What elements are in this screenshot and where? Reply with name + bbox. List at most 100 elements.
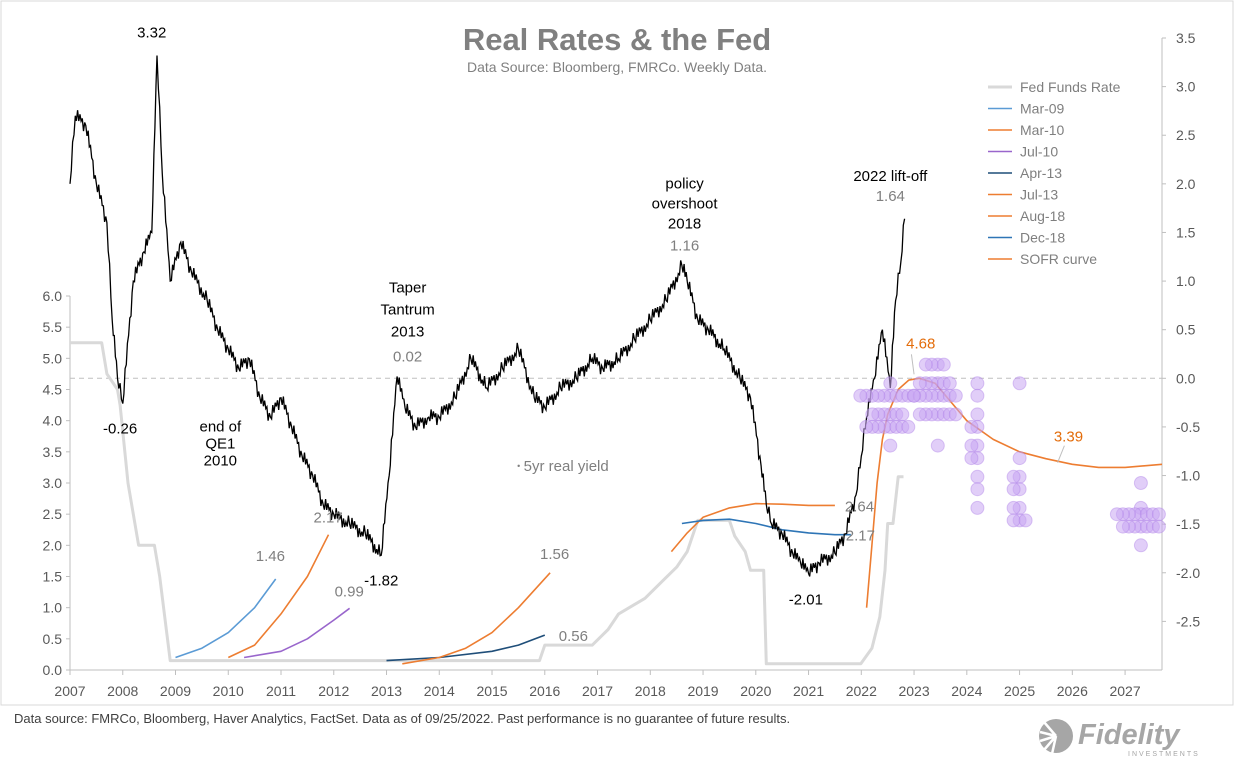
curve-jul-10: [243, 607, 351, 659]
series-label-marker: [517, 464, 520, 468]
left-tick-label: 0.0: [43, 662, 63, 678]
curve-end-label: 2.64: [845, 498, 874, 515]
annotation-series-label: 5yr real yield: [524, 458, 609, 475]
fidelity-logo: Fidelity INVESTMENTS: [1039, 719, 1198, 758]
fomc-dot: [970, 469, 985, 484]
fomc-dot: [964, 438, 979, 453]
x-tick-label: 2010: [213, 683, 244, 699]
curve-mar-09: [175, 578, 277, 659]
fomc-dot: [895, 407, 910, 422]
x-tick-label: 2011: [266, 683, 296, 699]
legend-label: Jul-13: [1020, 187, 1058, 203]
x-tick-label: 2018: [635, 683, 666, 699]
legend-label: Mar-09: [1020, 101, 1065, 117]
x-tick-label: 2007: [54, 683, 85, 699]
right-tick-label: 3.0: [1176, 79, 1196, 95]
sofr-peak-label: 4.68: [906, 335, 935, 352]
left-tick-label: 0.5: [43, 631, 63, 647]
fomc-dots-group: [853, 357, 1166, 553]
fomc-dot: [948, 407, 963, 422]
real-yield-line: [69, 55, 906, 577]
left-tick-label: 1.5: [43, 569, 63, 585]
source-note: Data source: FMRCo, Bloomberg, Haver Ana…: [14, 711, 791, 726]
fomc-dot: [912, 376, 927, 391]
legend-label: Fed Funds Rate: [1020, 79, 1121, 95]
x-tick-label: 2025: [1004, 683, 1035, 699]
x-tick-label: 2020: [740, 683, 771, 699]
annotation-peak-2008: 3.32: [137, 25, 166, 42]
annotation-low-2012: -1.82: [364, 572, 398, 589]
fomc-dot: [970, 388, 985, 403]
fomc-dot: [964, 419, 979, 434]
annotation-low-2021: -2.01: [789, 592, 823, 609]
curve-jul-13: [402, 572, 551, 665]
curve-mar-10: [227, 534, 330, 659]
annotation-taper-l2: Tantrum: [381, 301, 435, 318]
right-tick-label: 1.5: [1176, 224, 1196, 240]
right-tick-label: 0.0: [1176, 370, 1196, 386]
fomc-dot: [865, 407, 880, 422]
annotation-taper-l1: Taper: [389, 279, 427, 296]
fomc-dot: [970, 482, 985, 497]
annotation-qe1-l1: end of: [199, 419, 242, 436]
fomc-dot: [1151, 507, 1166, 522]
fomc-dot: [1012, 376, 1027, 391]
x-tick-label: 2008: [107, 683, 138, 699]
curve-aug-18: [670, 502, 835, 553]
x-tick-label: 2022: [846, 683, 877, 699]
fomc-dot: [970, 500, 985, 515]
curve-dec-18: [681, 518, 851, 536]
annotation-taper-l3: 2013: [391, 323, 424, 340]
left-tick-label: 6.0: [43, 288, 63, 304]
x-tick-label: 2012: [318, 683, 349, 699]
sofr-peak-leader: [910, 354, 915, 375]
right-tick-label: -2.5: [1176, 613, 1200, 629]
left-tick-label: 1.0: [43, 600, 63, 616]
fomc-dot: [970, 407, 985, 422]
fomc-dot: [970, 376, 985, 391]
right-tick-label: 1.0: [1176, 273, 1196, 289]
x-tick-label: 2015: [476, 683, 507, 699]
x-tick-label: 2009: [160, 683, 191, 699]
curve-end-label: 1.46: [256, 548, 285, 565]
right-tick-label: -2.0: [1176, 565, 1200, 581]
right-tick-label: 0.5: [1176, 322, 1196, 338]
sofr-mid-leader: [1057, 445, 1065, 463]
left-tick-label: 2.5: [43, 506, 63, 522]
fomc-dot: [1115, 519, 1130, 534]
fomc-dot: [948, 388, 963, 403]
left-tick-label: 3.0: [43, 475, 63, 491]
curve-end-label: 1.56: [540, 546, 569, 563]
left-tick-label: 2.0: [43, 537, 63, 553]
annotation-liftoff-val: 1.64: [876, 188, 905, 205]
fomc-dot: [1006, 469, 1021, 484]
legend-label: Dec-18: [1020, 230, 1065, 246]
curve-end-label: 2.17: [846, 528, 875, 545]
fomc-dot: [1006, 482, 1021, 497]
fomc-dot: [1006, 513, 1021, 528]
right-tick-label: -0.5: [1176, 419, 1200, 435]
right-tick-label: 3.5: [1176, 30, 1196, 46]
x-tick-label: 2017: [582, 683, 613, 699]
left-tick-label: 5.5: [43, 319, 63, 335]
fomc-dot: [883, 376, 898, 391]
fomc-dot: [942, 376, 957, 391]
axes-group: 0.0 0.5 1.0 1.5 2.0 2.5 3.0 3.5 4.0 4.5 5.0 5.5 6.0 2…: [43, 30, 1201, 699]
fomc-dot: [1109, 507, 1124, 522]
fomc-dot: [901, 419, 916, 434]
left-tick-label: 4.5: [43, 382, 63, 398]
annotation-qe1-l3: 2010: [204, 453, 237, 470]
legend-label: Mar-10: [1020, 122, 1065, 138]
curve-apr-13: [386, 634, 546, 662]
right-tick-label: -1.0: [1176, 468, 1200, 484]
fomc-dot: [1006, 500, 1021, 515]
left-tick-label: 4.0: [43, 413, 63, 429]
logo-mark-icon: [1039, 719, 1073, 755]
sofr-mid-label: 3.39: [1054, 429, 1083, 446]
annotation-policy-l1: policy: [665, 176, 704, 193]
chart-subtitle: Data Source: Bloomberg, FMRCo. Weekly Da…: [467, 59, 767, 75]
annotation-taper-val: 0.02: [393, 348, 422, 365]
left-tick-label: 5.0: [43, 350, 63, 366]
x-tick-label: 2023: [898, 683, 929, 699]
